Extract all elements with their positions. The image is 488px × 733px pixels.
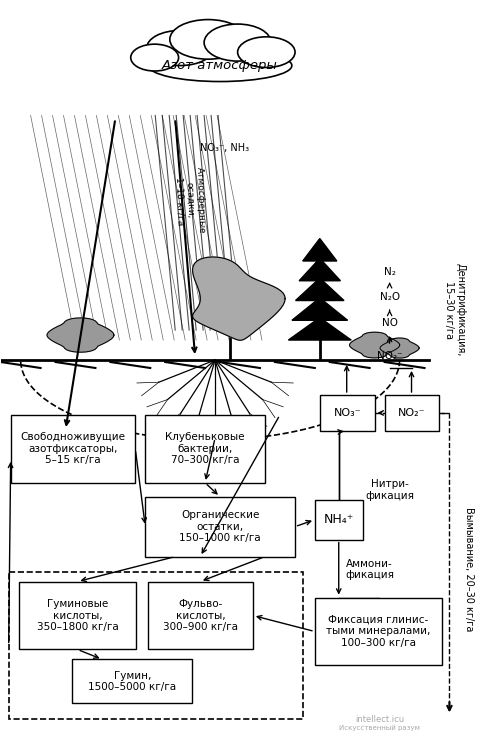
Ellipse shape: [169, 20, 246, 59]
Text: Аммони-
фикация: Аммони- фикация: [345, 559, 393, 581]
Bar: [145, 497, 294, 556]
Bar: [72, 660, 192, 704]
Ellipse shape: [146, 31, 213, 65]
Text: NO₂⁻: NO₂⁻: [376, 351, 402, 361]
Text: Гуминовые
кислоты,
350–1800 кг/га: Гуминовые кислоты, 350–1800 кг/га: [37, 599, 118, 632]
Text: NO₃⁻, NH₃: NO₃⁻, NH₃: [200, 144, 249, 153]
Ellipse shape: [203, 24, 270, 61]
Text: Клубеньковые
бактерии,
70–300 кг/га: Клубеньковые бактерии, 70–300 кг/га: [165, 432, 244, 465]
Bar: [314, 597, 442, 666]
Text: Денитрификация,
15–30 кг/га: Денитрификация, 15–30 кг/га: [443, 263, 464, 357]
Bar: [384, 395, 439, 431]
Polygon shape: [349, 332, 399, 358]
Text: NO: NO: [381, 318, 397, 328]
Ellipse shape: [237, 37, 294, 67]
Ellipse shape: [130, 44, 178, 71]
Bar: [9, 572, 302, 719]
Polygon shape: [192, 257, 285, 340]
Ellipse shape: [148, 50, 291, 81]
Text: Фиксация глинис-
тыми минералами,
100–300 кг/га: Фиксация глинис- тыми минералами, 100–30…: [326, 615, 430, 648]
Polygon shape: [295, 278, 344, 301]
Bar: [314, 500, 362, 539]
Text: Свободноживущие
азотфиксаторы,
5–15 кг/га: Свободноживущие азотфиксаторы, 5–15 кг/г…: [20, 432, 125, 465]
Text: Атмосферные
осадки,
1–10 кг/га: Атмосферные осадки, 1–10 кг/га: [174, 166, 206, 234]
Polygon shape: [291, 298, 347, 320]
Text: Вымывание, 20–30 кг/га: Вымывание, 20–30 кг/га: [464, 507, 473, 632]
Polygon shape: [302, 238, 336, 261]
Bar: [19, 581, 136, 649]
Text: Гумин,
1500–5000 кг/га: Гумин, 1500–5000 кг/га: [88, 671, 176, 692]
Text: Азот атмосферы: Азот атмосферы: [162, 59, 278, 72]
Polygon shape: [288, 317, 350, 340]
Text: NH₄⁺: NH₄⁺: [323, 513, 353, 526]
Bar: [319, 395, 374, 431]
Text: NO₂⁻: NO₂⁻: [397, 408, 425, 418]
Text: Фульво-
кислоты,
300–900 кг/га: Фульво- кислоты, 300–900 кг/га: [163, 599, 238, 632]
Text: Нитри-
фикация: Нитри- фикация: [365, 479, 413, 501]
Polygon shape: [379, 338, 418, 358]
Text: Искусственный разум: Искусственный разум: [339, 724, 419, 731]
Text: Органические
остатки,
150–1000 кг/га: Органические остатки, 150–1000 кг/га: [179, 510, 261, 543]
Polygon shape: [299, 258, 340, 281]
Text: intellect.icu: intellect.icu: [354, 715, 404, 723]
Text: NO₃⁻: NO₃⁻: [333, 408, 360, 418]
Polygon shape: [47, 318, 114, 352]
Bar: [145, 415, 264, 483]
Text: N₂: N₂: [383, 268, 395, 277]
Bar: [148, 581, 252, 649]
Bar: [11, 415, 135, 483]
Text: N₂O: N₂O: [379, 292, 399, 302]
